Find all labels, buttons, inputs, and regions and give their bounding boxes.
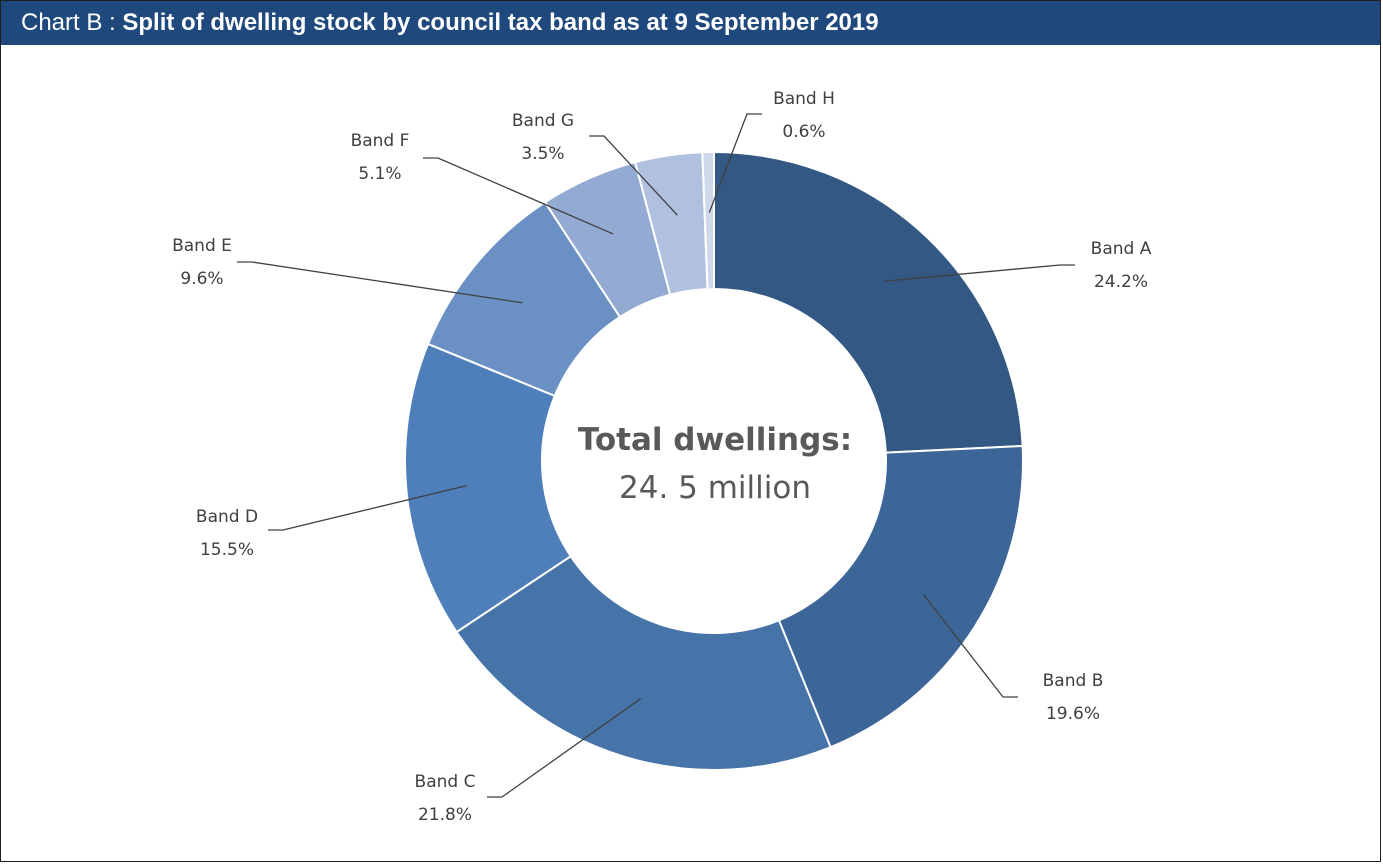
slice-label-band-b: Band B bbox=[1043, 671, 1104, 691]
slice-band-b bbox=[777, 444, 1024, 749]
slice-band-h bbox=[701, 150, 715, 291]
slice-value-band-a: 24.2% bbox=[1094, 272, 1148, 292]
slice-value-band-f: 5.1% bbox=[358, 164, 401, 184]
slice-band-a bbox=[713, 150, 1024, 454]
slice-label-band-e: Band E bbox=[172, 236, 232, 256]
chart-title-bar: Chart B : Split of dwelling stock by cou… bbox=[1, 1, 1380, 45]
leader-line-band-b bbox=[923, 594, 1018, 698]
slice-band-c bbox=[455, 554, 832, 771]
chart-title: Split of dwelling stock by council tax b… bbox=[122, 9, 879, 36]
leader-line-band-h bbox=[708, 113, 762, 213]
slice-value-band-h: 0.6% bbox=[782, 122, 825, 142]
slice-value-band-g: 3.5% bbox=[521, 144, 564, 164]
leader-lines bbox=[237, 113, 1075, 798]
center-title: Total dwellings: bbox=[578, 422, 852, 458]
slice-label-band-h: Band H bbox=[773, 89, 835, 109]
center-value: 24. 5 million bbox=[619, 470, 811, 506]
leader-line-band-a bbox=[885, 264, 1075, 282]
slice-label-band-f: Band F bbox=[351, 131, 410, 151]
leader-line-band-e bbox=[237, 261, 523, 304]
slice-label-band-d: Band D bbox=[196, 507, 258, 527]
slice-band-d bbox=[404, 342, 573, 634]
leader-line-band-d bbox=[268, 484, 467, 531]
slice-label-band-g: Band G bbox=[512, 111, 574, 131]
slice-value-band-d: 15.5% bbox=[200, 540, 254, 560]
slice-label-band-a: Band A bbox=[1091, 239, 1152, 259]
donut-slices bbox=[404, 150, 1024, 771]
chart-title-prefix: Chart B : bbox=[21, 9, 123, 36]
leader-line-band-c bbox=[487, 697, 642, 798]
slice-label-band-c: Band C bbox=[415, 772, 476, 792]
leader-line-band-g bbox=[589, 135, 678, 216]
slice-value-band-c: 21.8% bbox=[418, 805, 472, 825]
leader-line-band-f bbox=[423, 157, 614, 235]
slice-value-band-b: 19.6% bbox=[1046, 704, 1100, 724]
slice-value-band-e: 9.6% bbox=[180, 269, 223, 289]
slice-labels: Band A 24.2% Band B 19.6% Band C 21.8% Band D 1… bbox=[172, 89, 1152, 825]
